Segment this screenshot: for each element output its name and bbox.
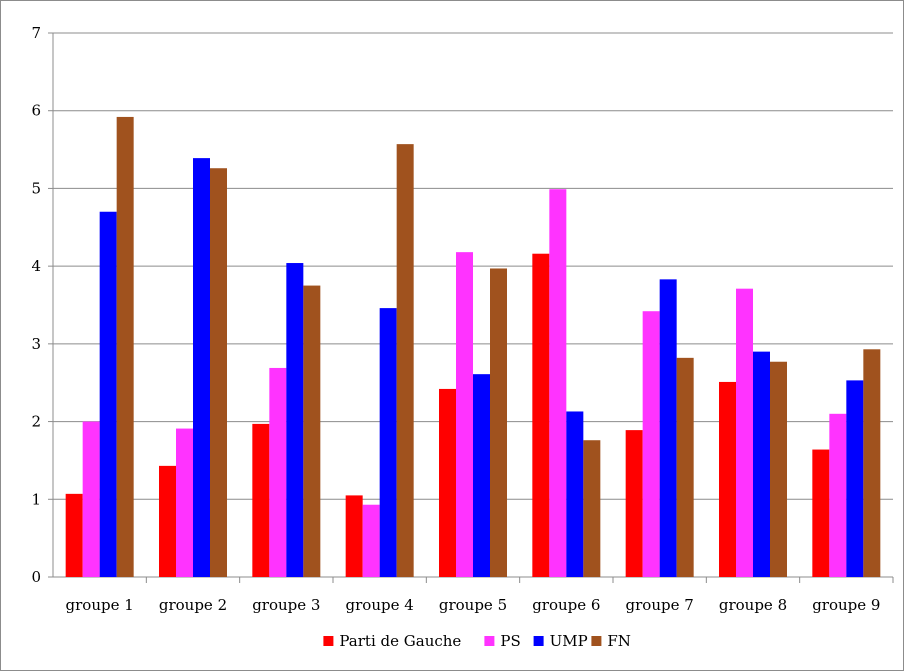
x-tick-label: groupe 2 <box>159 596 227 614</box>
bar <box>252 423 270 577</box>
bar <box>99 211 117 577</box>
legend-label: UMP <box>550 632 588 650</box>
legend-label: PS <box>500 632 520 650</box>
y-tick-label: 6 <box>31 102 41 120</box>
bar <box>490 268 507 577</box>
bar <box>676 357 694 577</box>
x-tick-label: groupe 8 <box>719 596 787 614</box>
legend-label: FN <box>607 632 631 650</box>
y-tick-label: 2 <box>31 413 41 431</box>
bar <box>736 288 753 577</box>
y-tick-label: 4 <box>31 257 41 275</box>
bar <box>116 116 134 577</box>
bar <box>362 504 380 577</box>
y-tick-label: 7 <box>31 24 41 42</box>
y-tick-label: 3 <box>31 335 41 353</box>
bar <box>65 493 83 577</box>
x-tick-label: groupe 9 <box>812 596 880 614</box>
y-tick-label: 1 <box>31 490 41 508</box>
legend-swatch <box>323 636 334 646</box>
bar <box>439 388 456 577</box>
bar <box>770 361 787 577</box>
bar <box>269 367 287 577</box>
bar <box>829 413 847 577</box>
bar <box>863 349 881 577</box>
bar <box>719 381 736 577</box>
bar <box>82 421 100 577</box>
x-tick-label: groupe 4 <box>346 596 414 614</box>
bar <box>193 158 210 577</box>
bar <box>159 465 176 577</box>
x-tick-label: groupe 7 <box>626 596 694 614</box>
bar <box>846 380 864 577</box>
x-tick-label: groupe 3 <box>252 596 320 614</box>
legend-label: Parti de Gauche <box>339 632 461 650</box>
bar <box>566 411 584 577</box>
bar <box>379 308 397 577</box>
bar <box>625 430 643 577</box>
bar <box>210 168 227 578</box>
y-tick-label: 0 <box>31 568 41 586</box>
bar <box>303 285 321 577</box>
x-tick-label: groupe 1 <box>66 596 134 614</box>
bar <box>532 253 550 578</box>
bar <box>583 440 601 577</box>
bar <box>286 263 304 577</box>
y-tick-label: 5 <box>31 179 41 197</box>
bar <box>396 144 414 578</box>
legend-swatch <box>533 636 544 646</box>
bar <box>642 311 660 577</box>
bar <box>753 351 770 577</box>
bar <box>473 374 490 577</box>
legend-swatch <box>591 636 602 646</box>
legend-swatch <box>484 636 495 646</box>
x-tick-label: groupe 5 <box>439 596 507 614</box>
bar <box>176 428 193 577</box>
bar <box>659 279 677 577</box>
bar <box>812 449 830 577</box>
x-tick-label: groupe 6 <box>532 596 600 614</box>
bar <box>549 189 567 577</box>
bar <box>345 495 363 577</box>
bar <box>456 252 473 577</box>
